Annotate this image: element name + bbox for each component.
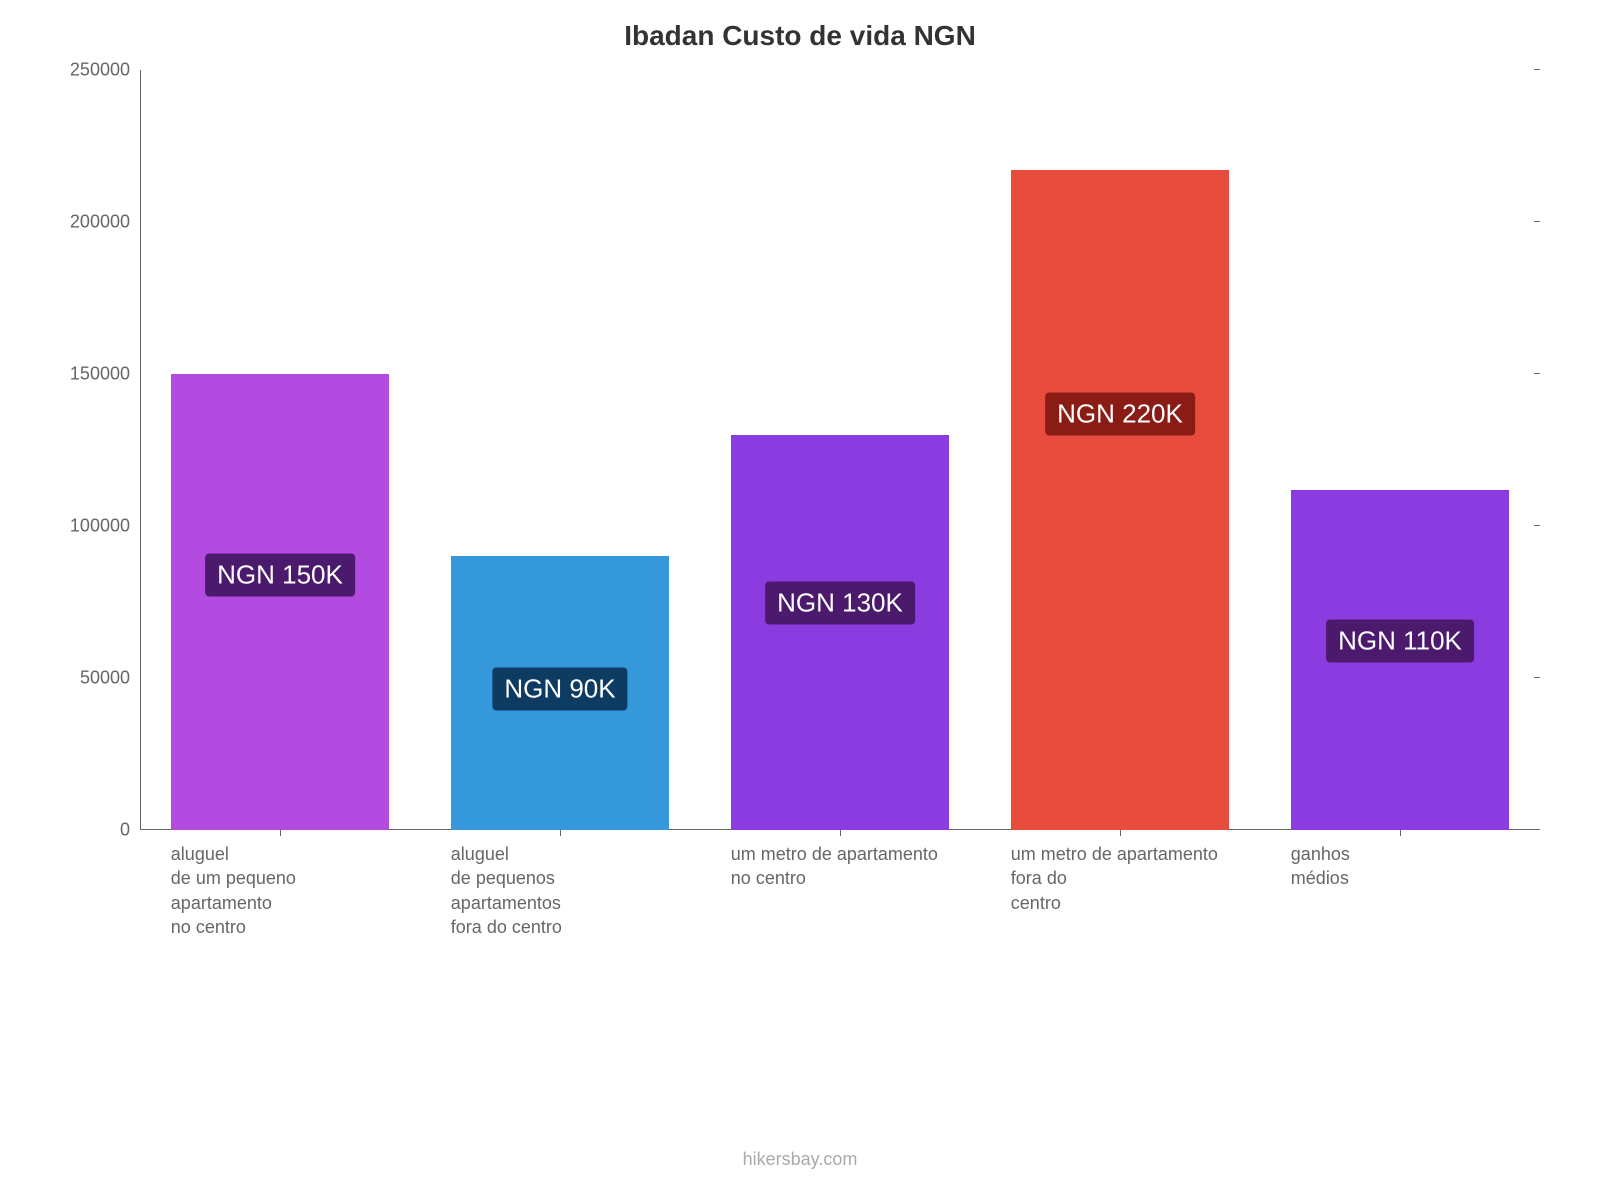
bar-value-label: NGN 110K xyxy=(1326,620,1474,663)
x-tick-label: aluguel de um pequeno apartamento no cen… xyxy=(171,830,419,939)
y-tick-mark xyxy=(1534,221,1540,222)
bar: NGN 110K xyxy=(1291,490,1509,830)
bar-value-label: NGN 150K xyxy=(205,553,355,596)
x-tick-label: aluguel de pequenos apartamentos fora do… xyxy=(451,830,699,939)
y-tick-label: 100000 xyxy=(70,516,140,537)
bar-value-label: NGN 130K xyxy=(765,581,915,624)
chart-title: Ibadan Custo de vida NGN xyxy=(40,20,1560,52)
y-tick-mark xyxy=(1534,829,1540,830)
credit-text: hikersbay.com xyxy=(743,1149,858,1170)
bar-value-label: NGN 90K xyxy=(492,668,627,711)
bar: NGN 220K xyxy=(1011,170,1229,830)
plot-area: NGN 150KNGN 90KNGN 130KNGN 220KNGN 110K … xyxy=(140,70,1540,830)
y-tick-label: 250000 xyxy=(70,60,140,81)
x-tick-label: ganhos médios xyxy=(1291,830,1539,891)
chart-container: Ibadan Custo de vida NGN NGN 150K NGN 90K… xyxy=(40,20,1560,1120)
bars-group: NGN 150K NGN 90K NGN 130K NGN 220K NGN 110K xyxy=(140,70,1540,830)
y-tick-mark xyxy=(1534,525,1540,526)
y-tick-mark xyxy=(1534,677,1540,678)
bar: NGN 150K xyxy=(171,374,389,830)
bar: NGN 130K xyxy=(731,435,949,830)
x-tick-label: um metro de apartamento fora do centro xyxy=(1011,830,1259,915)
bar: NGN 90K xyxy=(451,556,669,830)
y-tick-label: 0 xyxy=(120,820,140,841)
y-tick-label: 50000 xyxy=(80,668,140,689)
x-tick-label: um metro de apartamento no centro xyxy=(731,830,979,891)
y-tick-label: 150000 xyxy=(70,364,140,385)
y-tick-mark xyxy=(1534,69,1540,70)
y-tick-label: 200000 xyxy=(70,212,140,233)
bar-value-label: NGN 220K xyxy=(1045,393,1195,436)
y-tick-mark xyxy=(1534,373,1540,374)
